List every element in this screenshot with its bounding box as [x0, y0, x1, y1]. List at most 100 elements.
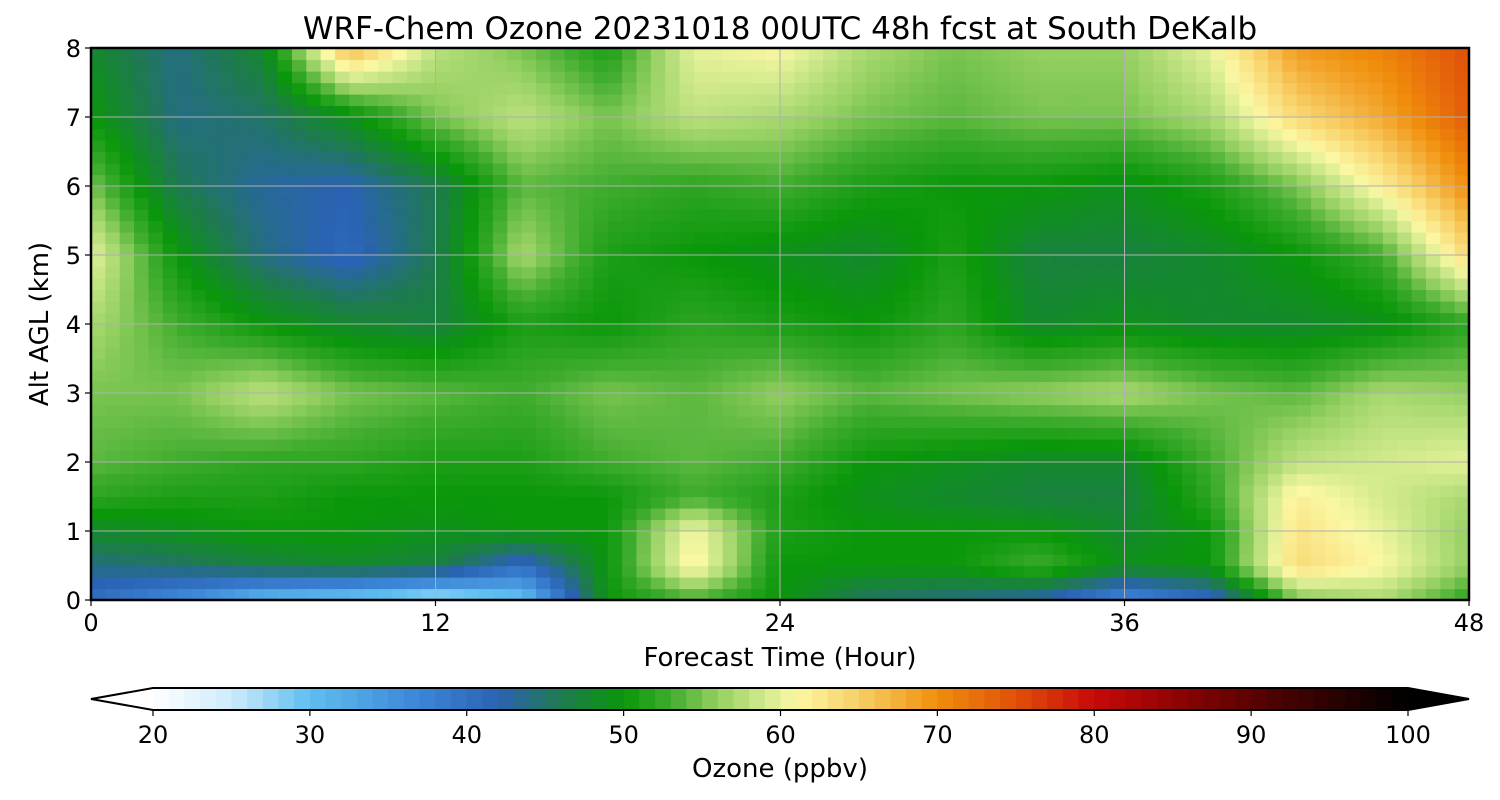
heatmap-cell: [1081, 565, 1097, 578]
heatmap-cell: [335, 278, 350, 291]
heatmap-cell: [449, 450, 465, 463]
heatmap-cell: [851, 565, 867, 578]
heatmap-cell: [1325, 243, 1341, 256]
heatmap-cell: [449, 71, 465, 84]
heatmap-cell: [205, 416, 221, 429]
heatmap-cell: [1296, 335, 1312, 348]
heatmap-cell: [492, 59, 508, 72]
heatmap-cell: [306, 496, 322, 509]
heatmap-cell: [349, 496, 365, 509]
heatmap-cell: [765, 542, 781, 555]
heatmap-cell: [693, 197, 709, 210]
heatmap-cell: [1110, 370, 1126, 383]
heatmap-cell: [880, 266, 896, 279]
heatmap-cell: [177, 554, 193, 567]
heatmap-cell: [1052, 186, 1068, 199]
heatmap-cell: [521, 485, 537, 498]
heatmap-cell: [91, 220, 106, 233]
heatmap-cell: [1167, 416, 1183, 429]
heatmap-cell: [263, 278, 279, 291]
heatmap-cell: [937, 450, 953, 463]
heatmap-cell: [148, 94, 164, 107]
heatmap-cell: [349, 393, 365, 406]
heatmap-cell: [392, 404, 408, 417]
heatmap-cell: [736, 128, 752, 141]
heatmap-cell: [693, 554, 709, 567]
heatmap-cell: [1196, 577, 1212, 590]
heatmap-cell: [1253, 588, 1269, 601]
heatmap-cell: [248, 48, 264, 61]
heatmap-cell: [220, 59, 236, 72]
heatmap-cell: [291, 335, 307, 348]
heatmap-cell: [593, 347, 609, 360]
heatmap-cell: [478, 82, 494, 95]
heatmap-cell: [722, 232, 738, 245]
heatmap-cell: [291, 220, 307, 233]
heatmap-cell: [521, 577, 537, 590]
heatmap-cell: [1382, 324, 1398, 337]
heatmap-cell: [234, 519, 250, 532]
heatmap-cell: [1239, 577, 1255, 590]
heatmap-cell: [492, 197, 508, 210]
heatmap-cell: [191, 312, 207, 325]
heatmap-cell: [1124, 163, 1140, 176]
heatmap-cell: [1253, 140, 1269, 153]
heatmap-cell: [492, 312, 508, 325]
heatmap-cell: [1038, 48, 1054, 61]
heatmap-cell: [119, 565, 135, 578]
heatmap-cell: [406, 163, 422, 176]
heatmap-cell: [1024, 266, 1039, 279]
heatmap-cell: [1239, 588, 1255, 601]
heatmap-cell: [1339, 404, 1355, 417]
heatmap-cell: [1440, 542, 1456, 555]
heatmap-cell: [1181, 554, 1197, 567]
heatmap-cell: [1124, 289, 1140, 302]
heatmap-cell: [880, 588, 896, 601]
heatmap-cell: [1067, 163, 1083, 176]
heatmap-cell: [234, 94, 250, 107]
heatmap-cell: [550, 197, 566, 210]
heatmap-cell: [665, 289, 681, 302]
heatmap-cell: [277, 163, 293, 176]
heatmap-cell: [1081, 243, 1097, 256]
heatmap-cell: [105, 105, 121, 118]
heatmap-cell: [205, 197, 221, 210]
heatmap-cell: [708, 151, 724, 164]
heatmap-cell: [909, 140, 925, 153]
heatmap-cell: [1368, 243, 1384, 256]
heatmap-cell: [263, 243, 279, 256]
colorbar-segment: [545, 688, 562, 710]
heatmap-cell: [1354, 232, 1370, 245]
heatmap-cell: [1440, 197, 1456, 210]
heatmap-cell: [177, 519, 193, 532]
heatmap-cell: [1196, 485, 1212, 498]
heatmap-cell: [291, 450, 307, 463]
heatmap-cell: [593, 140, 609, 153]
heatmap-cell: [1052, 59, 1068, 72]
heatmap-cell: [378, 209, 394, 222]
heatmap-cell: [119, 94, 135, 107]
heatmap-cell: [263, 71, 279, 84]
heatmap-cell: [521, 163, 537, 176]
heatmap-cell: [851, 266, 867, 279]
heatmap-cell: [693, 301, 709, 314]
heatmap-cell: [1296, 197, 1312, 210]
heatmap-cell: [1038, 128, 1054, 141]
heatmap-cell: [1339, 232, 1355, 245]
heatmap-cell: [665, 554, 681, 567]
heatmap-cell: [378, 105, 394, 118]
heatmap-cell: [1339, 335, 1355, 348]
heatmap-cell: [105, 335, 121, 348]
heatmap-cell: [1181, 565, 1197, 578]
heatmap-cell: [234, 163, 250, 176]
heatmap-cell: [708, 531, 724, 544]
heatmap-cell: [162, 71, 178, 84]
heatmap-cell: [665, 450, 681, 463]
heatmap-cell: [1095, 588, 1111, 601]
heatmap-cell: [1382, 220, 1398, 233]
heatmap-cell: [148, 542, 164, 555]
heatmap-cell: [1397, 174, 1413, 187]
heatmap-cell: [1325, 462, 1341, 475]
heatmap-cell: [535, 485, 551, 498]
heatmap-cell: [1196, 48, 1212, 61]
